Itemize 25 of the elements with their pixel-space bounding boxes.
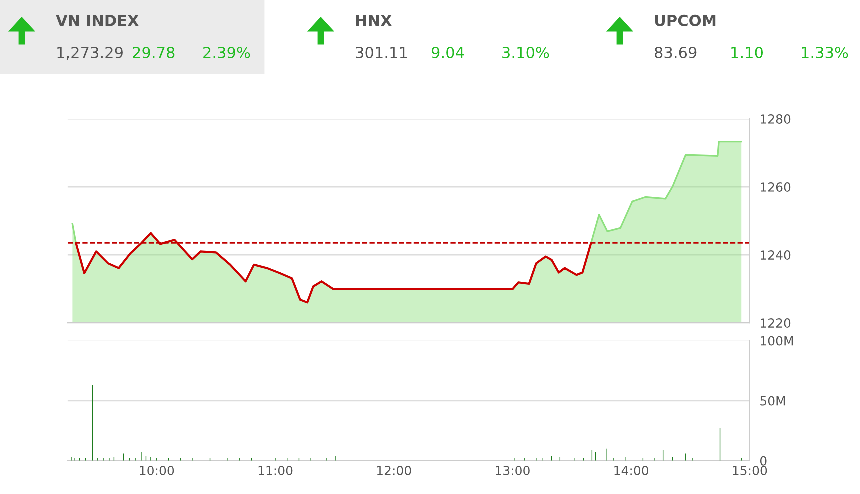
x-tick-label: 11:00 [258,466,293,476]
y-tick-label: 1240 [761,250,791,260]
text: 1,273.29 [58,46,123,60]
y-tick-label: 1260 [761,182,791,192]
text: HNX [356,15,392,26]
text: 1.33% [802,46,848,59]
x-tick-label: 14:00 [614,466,648,476]
text: 29.78 [133,46,175,59]
x-tick-label: 12:00 [377,466,412,476]
x-tick-label: 13:00 [496,466,530,476]
text: 301.11 [356,46,408,59]
y-tick-label: 1280 [761,114,791,124]
text: 1.10 [732,46,764,59]
y-tick-label: 100M [761,336,794,346]
text: 83.69 [655,46,697,59]
text: 9.04 [432,46,464,59]
y-tick-label: 0 [760,456,767,466]
text: 2.39% [204,46,250,59]
text: UPCOM [655,14,716,26]
x-tick-label: 15:00 [733,466,768,476]
x-tick-label: 10:00 [140,466,174,476]
y-tick-label: 50M [760,396,786,406]
text: 3.10% [502,46,550,59]
text: VN INDEX [56,15,139,26]
y-tick-label: 1220 [761,318,791,328]
